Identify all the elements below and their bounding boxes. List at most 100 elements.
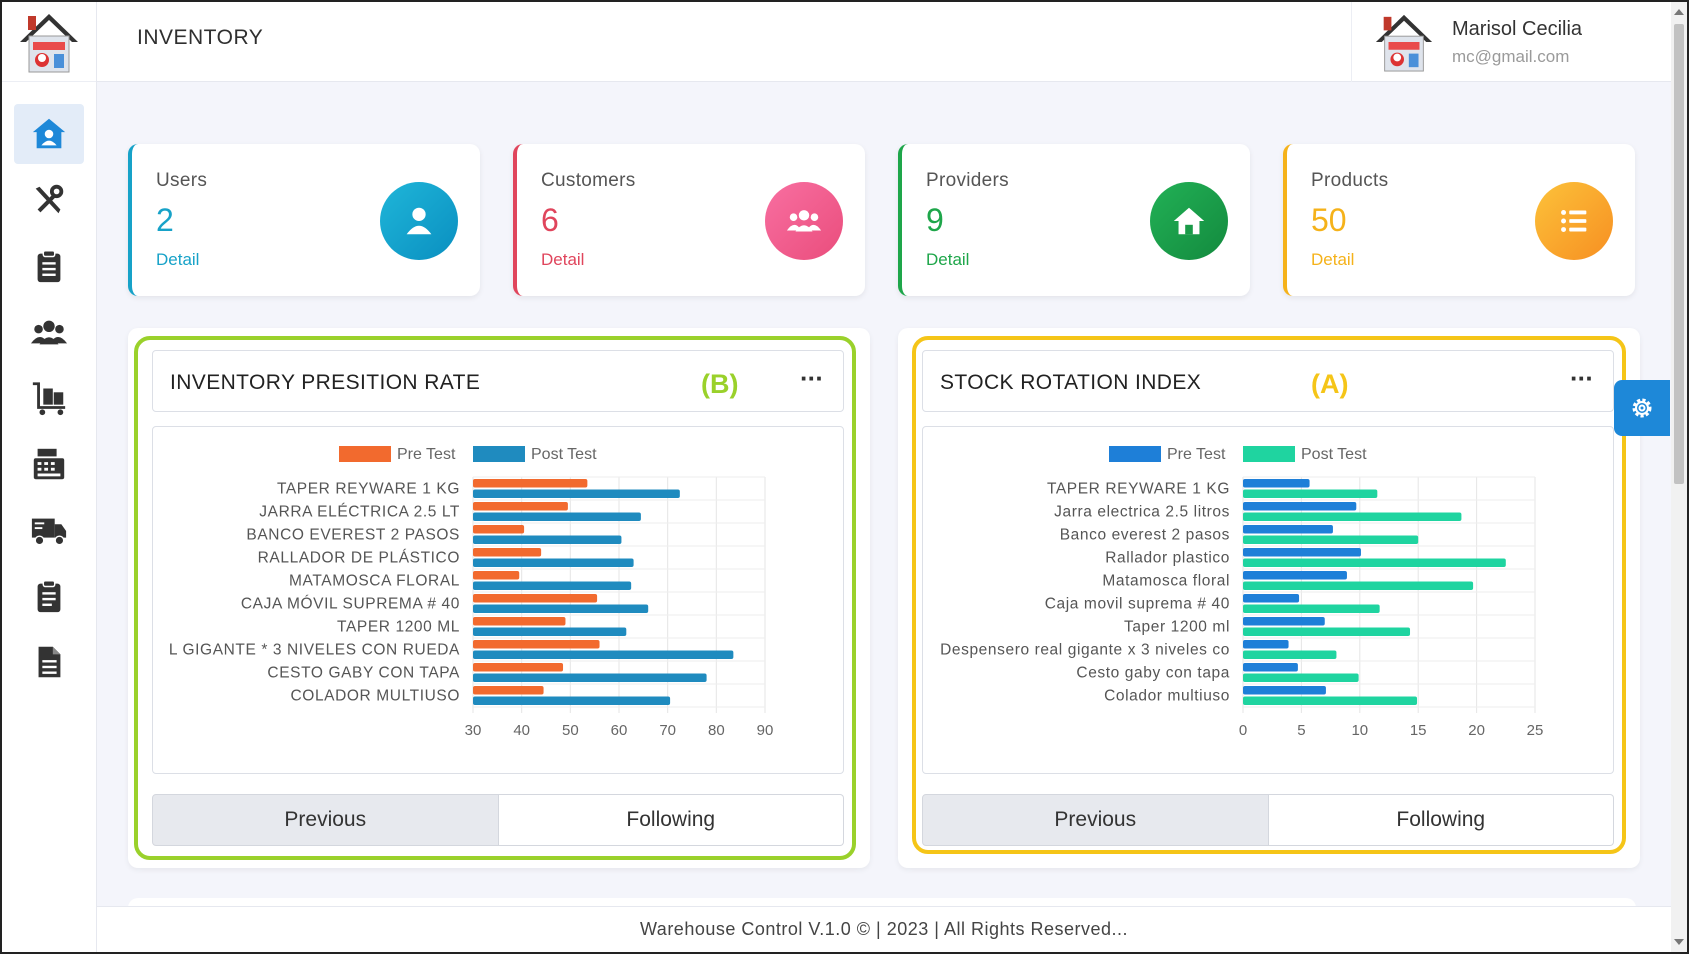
legend-swatch (473, 446, 525, 462)
following-button[interactable]: Following (498, 794, 844, 846)
bar-chart: Pre Test Post Test 0 5 10 15 20 25 TAPER REYWARE… (940, 446, 1544, 739)
bar (473, 489, 680, 498)
truck-icon (31, 518, 67, 546)
user-email: mc@gmail.com (1452, 46, 1570, 66)
previous-button[interactable]: Previous (922, 794, 1269, 846)
user-menu[interactable]: Marisol Cecilia mc@gmail.com (1351, 2, 1671, 82)
x-tick-label: 25 (1527, 722, 1544, 739)
bar (473, 502, 568, 511)
settings-tab[interactable] (1614, 380, 1670, 436)
bar (1243, 571, 1347, 580)
bar (1243, 502, 1357, 511)
pagination: Previous Following (152, 794, 844, 846)
bar (1243, 640, 1289, 649)
legend-swatch (1109, 446, 1161, 462)
y-category-label: CAJA MÓVIL SUPREMA # 40 (241, 596, 460, 613)
x-tick-label: 70 (659, 722, 676, 739)
y-category-label: TAPER REYWARE 1 KG (277, 481, 460, 498)
legend-label: Pre Test (397, 446, 456, 463)
stat-value: 2 (156, 202, 174, 238)
y-category-label: Jarra electrica 2.5 litros (1054, 504, 1230, 521)
detail-link[interactable]: Detail (156, 250, 200, 269)
users-icon (30, 320, 68, 345)
legend-swatch (339, 446, 391, 462)
chart-container: Pre Test Post Test 0 5 10 15 20 25 TAPER REYWARE… (922, 426, 1614, 774)
bar (473, 548, 542, 557)
stat-value: 9 (926, 202, 944, 238)
x-tick-label: 5 (1297, 722, 1305, 739)
x-tick-label: 10 (1351, 722, 1368, 739)
more-options-icon[interactable]: ··· (800, 363, 824, 393)
legend-label: Post Test (531, 446, 597, 463)
panel-header: STOCK ROTATION INDEX (A) ··· (922, 350, 1614, 412)
sidebar-item-cash-register[interactable] (14, 434, 84, 494)
y-category-label: L GIGANTE * 3 NIVELES CON RUEDA (169, 642, 460, 659)
stat-card-products: Products 50 Detail (1283, 144, 1635, 296)
y-category-label: Despensero real gigante x 3 niveles co (940, 642, 1230, 659)
sidebar-item-tools[interactable] (14, 170, 84, 230)
y-category-label: COLADOR MULTIUSO (291, 688, 461, 705)
bar (473, 627, 627, 636)
bar (1243, 581, 1474, 590)
stat-value: 6 (541, 202, 559, 238)
panel-tag: (A) (1311, 369, 1349, 399)
panel-title: STOCK ROTATION INDEX (940, 371, 1202, 394)
x-tick-label: 50 (562, 722, 579, 739)
y-category-label: JARRA ELÉCTRICA 2.5 LT (259, 504, 460, 521)
x-tick-label: 60 (611, 722, 628, 739)
clipboard-icon (37, 250, 61, 283)
bar (473, 581, 632, 590)
sidebar-item-users[interactable] (14, 302, 84, 362)
detail-link[interactable]: Detail (541, 250, 585, 269)
bar (473, 686, 544, 695)
luggage-cart-icon (32, 382, 66, 416)
stat-value: 50 (1311, 202, 1347, 238)
house-icon (1150, 182, 1228, 260)
sidebar-item-home[interactable] (14, 104, 84, 164)
detail-link[interactable]: Detail (1311, 250, 1355, 269)
y-category-label: RALLADOR DE PLÁSTICO (258, 550, 460, 567)
sidebar-item-clipboard-list[interactable] (14, 566, 84, 626)
bar (1243, 696, 1418, 705)
bar (1243, 512, 1462, 521)
sidebar-item-luggage[interactable] (14, 368, 84, 428)
pagination: Previous Following (922, 794, 1614, 846)
sidebar-item-truck[interactable] (14, 500, 84, 560)
stat-card-users: Users 2 Detail (128, 144, 480, 296)
y-category-label: Rallador plastico (1105, 550, 1230, 567)
scrollbar-thumb[interactable] (1674, 24, 1684, 484)
bar (1243, 686, 1326, 695)
bar (473, 673, 707, 682)
document-icon (38, 646, 61, 678)
y-category-label: MATAMOSCA FLORAL (289, 573, 460, 590)
sidebar-item-clipboard[interactable] (14, 236, 84, 296)
sidebar-item-document[interactable] (14, 632, 84, 692)
bar (1243, 489, 1378, 498)
bar (1243, 627, 1411, 636)
panel-header: INVENTORY PRESITION RATE (B) ··· (152, 350, 844, 412)
y-category-label: Cesto gaby con tapa (1076, 665, 1230, 682)
following-button[interactable]: Following (1268, 794, 1614, 846)
previous-button[interactable]: Previous (152, 794, 499, 846)
stat-label: Users (156, 170, 208, 191)
scroll-up-arrow-icon[interactable] (1674, 9, 1684, 15)
scrollbar[interactable] (1671, 2, 1687, 952)
scroll-down-arrow-icon[interactable] (1674, 939, 1684, 945)
list-icon (1535, 182, 1613, 260)
stat-card-providers: Providers 9 Detail (898, 144, 1250, 296)
x-tick-label: 30 (465, 722, 482, 739)
bar (473, 512, 641, 521)
bar (1243, 663, 1298, 672)
bar (1243, 535, 1419, 544)
bar (473, 617, 566, 626)
stat-label: Providers (926, 170, 1009, 191)
y-category-label: BANCO EVEREST 2 PASOS (246, 527, 460, 544)
bar (473, 640, 600, 649)
detail-link[interactable]: Detail (926, 250, 970, 269)
user-name: Marisol Cecilia (1452, 17, 1583, 40)
bar (1243, 479, 1310, 488)
more-options-icon[interactable]: ··· (1570, 363, 1594, 393)
y-category-label: TAPER REYWARE 1 KG (1047, 481, 1230, 498)
cash-register-icon (33, 448, 65, 480)
legend-label: Post Test (1301, 446, 1367, 463)
